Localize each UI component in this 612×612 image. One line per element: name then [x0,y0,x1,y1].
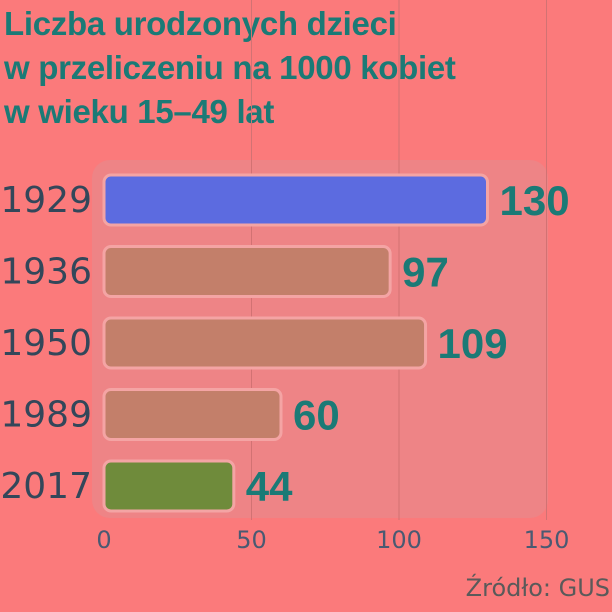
bar-1989 [102,388,283,441]
value-label-1989: 60 [293,392,340,439]
category-label-1989: 1989 [0,395,92,436]
value-label-1936: 97 [402,249,449,296]
bar-1929 [102,173,489,227]
chart-title-line-3: w wieku 15–49 lat [4,93,275,130]
x-tick-label-1: 50 [236,526,267,554]
chart-title-line-1: Liczba urodzonych dzieci [4,5,397,42]
x-tick-label-2: 100 [376,526,422,554]
category-label-1950: 1950 [0,323,92,364]
category-label-2017: 2017 [0,466,92,507]
source-note: Źródło: GUS [465,574,610,602]
value-label-2017: 44 [246,463,293,510]
value-label-1929: 130 [500,177,570,224]
value-label-1950: 109 [438,320,508,367]
category-label-1929: 1929 [0,180,92,221]
bar-1950 [102,316,428,370]
bar-1936 [102,245,392,298]
chart-title: Liczba urodzonych dzieci w przeliczeniu … [4,2,456,134]
bar-2017 [102,459,236,513]
chart-title-line-2: w przeliczeniu na 1000 kobiet [4,49,456,86]
x-tick-label-3: 150 [524,526,570,554]
x-tick-label-0: 0 [96,526,111,554]
category-label-1936: 1936 [0,252,92,293]
